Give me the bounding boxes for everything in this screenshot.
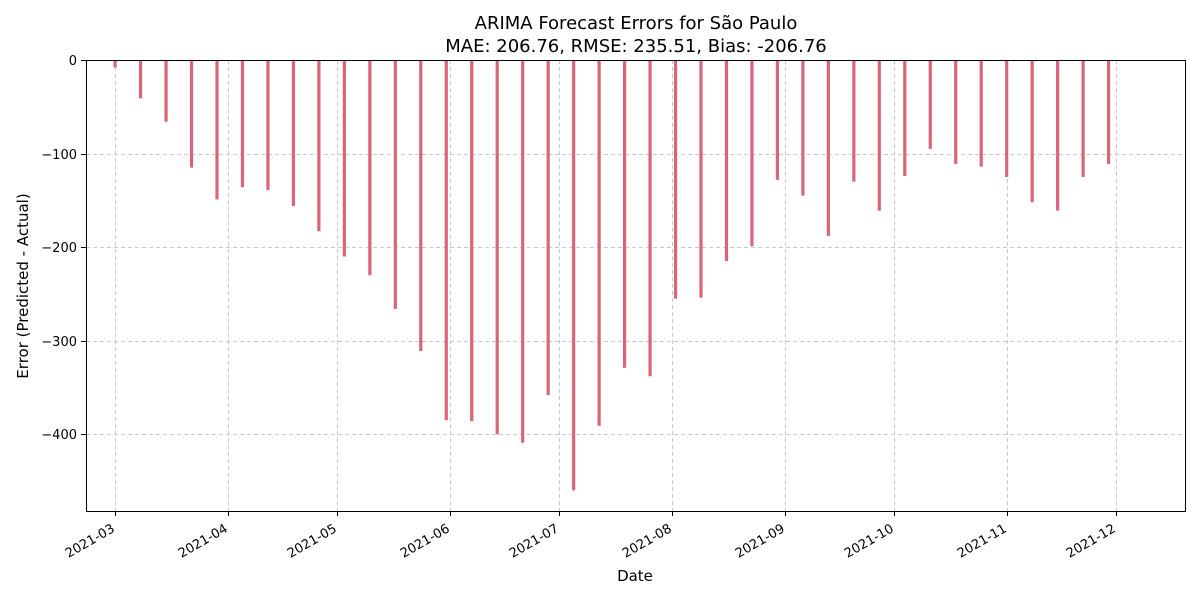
error-bar (138, 60, 143, 99)
error-bar (444, 60, 448, 421)
error-bar (1081, 60, 1085, 177)
error-bar (877, 60, 881, 211)
y-tick-label: −100 (41, 148, 77, 163)
error-bar (673, 60, 678, 299)
plot-frame (86, 60, 1186, 512)
error-bar (368, 60, 372, 276)
chart-title-line2: MAE: 206.76, RMSE: 235.51, Bias: -206.76 (445, 36, 827, 57)
error-bar (852, 60, 856, 182)
error-bar (801, 60, 805, 196)
error-bar (1030, 60, 1034, 203)
error-bar (215, 60, 219, 200)
y-tick-label: −300 (41, 335, 77, 350)
error-bar (1005, 60, 1009, 177)
error-bar (826, 60, 830, 236)
y-tick-label: −200 (41, 241, 77, 256)
error-bar (342, 60, 346, 257)
error-bar (317, 60, 321, 232)
error-bar (622, 60, 627, 368)
error-bar (1056, 60, 1060, 211)
error-bar (113, 60, 117, 68)
y-tick-label: 0 (69, 54, 77, 69)
error-bar (164, 60, 168, 122)
error-bar (240, 60, 245, 188)
error-bar (495, 60, 499, 435)
error-bar (775, 60, 780, 180)
y-tick-label: −400 (41, 428, 77, 443)
error-bar (419, 60, 423, 351)
error-bar (979, 60, 983, 167)
error-bar (699, 60, 703, 298)
error-bar (393, 60, 397, 309)
error-bar (750, 60, 754, 247)
error-bar (928, 60, 932, 149)
error-bar (189, 60, 194, 168)
error-bar (724, 60, 729, 262)
error-bar (648, 60, 652, 377)
error-bar (546, 60, 550, 395)
bar-series (113, 60, 1111, 491)
error-bar (521, 60, 525, 443)
chart-title-line1: ARIMA Forecast Errors for São Paulo (475, 13, 798, 34)
error-bar (597, 60, 601, 426)
y-axis-label: Error (Predicted - Actual) (14, 193, 32, 378)
error-bar (572, 60, 576, 491)
error-bar (291, 60, 296, 206)
error-bar (903, 60, 907, 177)
error-bar (470, 60, 474, 422)
x-axis-label: Date (617, 567, 653, 585)
error-bar (1106, 60, 1111, 164)
error-bar (266, 60, 270, 191)
error-bar (954, 60, 958, 164)
